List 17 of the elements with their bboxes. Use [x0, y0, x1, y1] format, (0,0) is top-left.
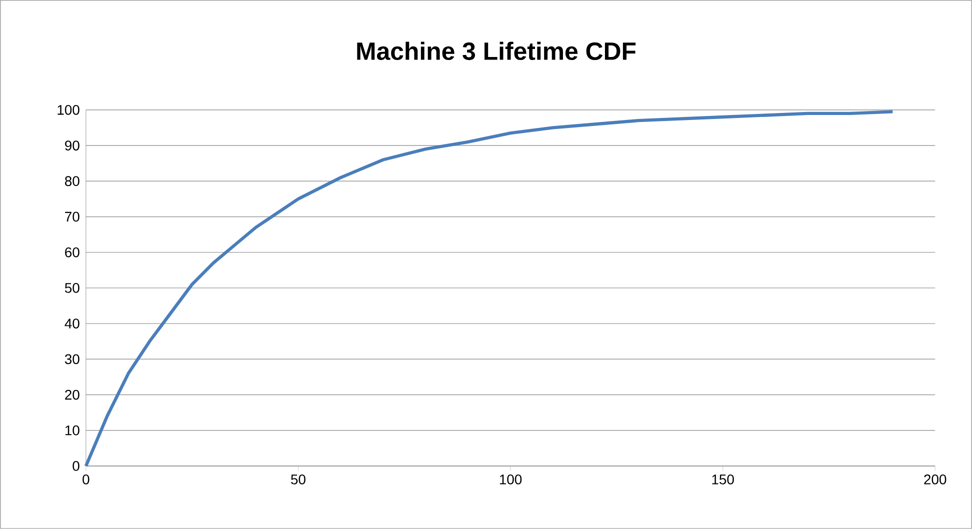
chart-title: Machine 3 Lifetime CDF: [357, 42, 636, 60]
y-tick-label: 100: [58, 105, 80, 115]
y-tick-label: 40: [64, 318, 80, 329]
y-tick-label: 50: [64, 283, 80, 293]
x-tick-label: 150: [712, 474, 734, 484]
y-tick-label: 80: [65, 176, 80, 186]
y-tick-label: 30: [64, 354, 80, 364]
y-tick-label: 20: [65, 390, 80, 400]
y-tick-label: 0: [72, 461, 80, 471]
x-tick-label: 50: [291, 474, 306, 484]
y-tick-label: 90: [65, 140, 80, 150]
y-tick-label: 10: [65, 425, 80, 436]
x-tick-label: 200: [924, 474, 946, 484]
y-tick-label: 60: [65, 247, 80, 258]
y-tick-label: 70: [65, 212, 80, 222]
x-tick-label: 100: [500, 474, 522, 484]
x-tick-label: 0: [82, 474, 90, 484]
